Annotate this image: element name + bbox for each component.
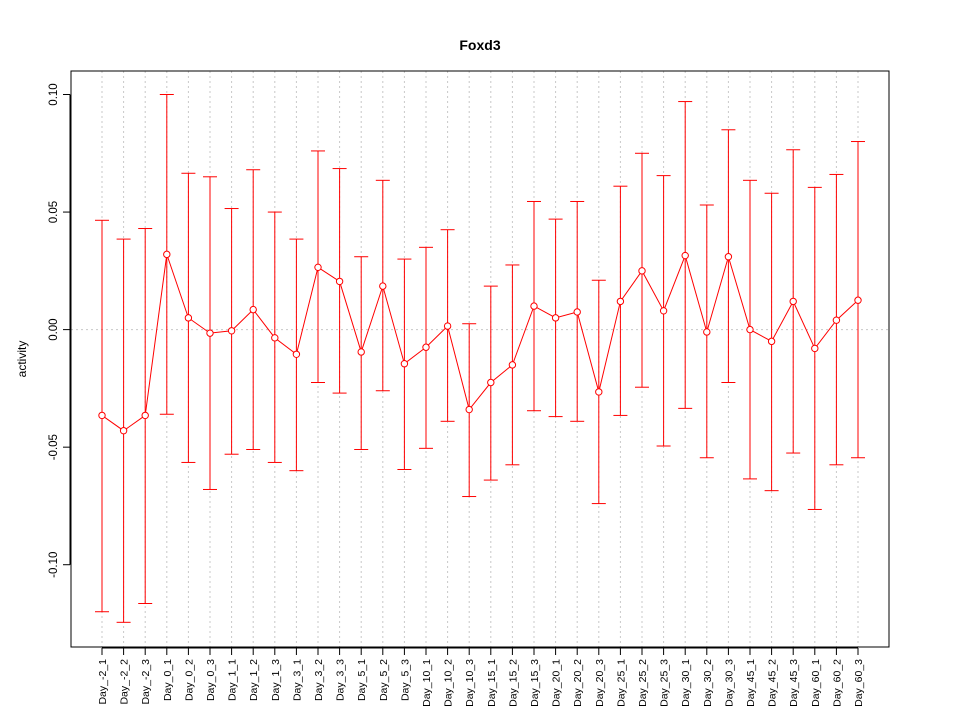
data-point [530, 302, 538, 310]
x-tick-label: Day_25_2 [637, 659, 649, 707]
data-point [724, 253, 733, 261]
x-tick-label: Day_3_1 [291, 659, 303, 701]
x-tick-label: Day_1_1 [227, 659, 239, 701]
data-point [551, 314, 560, 322]
data-point [811, 344, 819, 353]
x-tick-label: Day_45_1 [745, 659, 757, 707]
data-point [379, 282, 387, 290]
x-tick-label: Day_-2_3 [140, 659, 152, 705]
x-axis: Day_-2_1 Day_-2_2 Day_-2_3 Day_0_1 Day_0_2 Da… [97, 647, 865, 707]
data-point [184, 314, 193, 322]
x-tick-label: Day_1_3 [270, 659, 282, 701]
x-tick-label: Day_20_2 [572, 659, 584, 707]
plot-frame [70, 70, 890, 648]
x-tick-label: Day_25_1 [615, 659, 627, 707]
data-point [832, 316, 841, 324]
data-point [271, 334, 279, 342]
data-point [638, 267, 646, 275]
data-point [595, 388, 603, 396]
x-tick-label: Day_0_3 [205, 659, 217, 701]
y-tick-label: 0.10 [48, 83, 60, 105]
x-tick-label: Day_10_3 [464, 659, 476, 707]
data-point [659, 307, 668, 315]
data-point [227, 327, 236, 335]
data-point [314, 263, 322, 272]
x-tick-label: Day_30_1 [680, 659, 692, 707]
x-tick-label: Day_10_2 [443, 659, 455, 707]
x-tick-label: Day_1_2 [248, 659, 260, 701]
data-point [487, 378, 495, 387]
data-point [400, 360, 409, 368]
data-point [681, 251, 689, 260]
data-point [249, 305, 257, 314]
y-tick-label: -0.05 [48, 434, 60, 460]
x-tick-label: Day_5_3 [399, 659, 411, 701]
data-point [508, 361, 517, 369]
x-tick-label: Day_60_1 [810, 659, 822, 707]
x-tick-label: Day_20_3 [594, 659, 606, 707]
y-tick-label: 0.00 [48, 318, 60, 340]
grid [71, 71, 889, 647]
x-tick-label: Day_30_2 [702, 659, 714, 707]
y-tick-label: 0.05 [48, 201, 60, 223]
x-tick-label: Day_15_3 [529, 659, 541, 707]
x-tick-label: Day_0_1 [162, 659, 174, 701]
data-point [141, 411, 149, 420]
x-tick-label: Day_20_1 [551, 659, 563, 707]
x-tick-label: Day_5_1 [356, 659, 368, 701]
x-tick-label: Day_3_2 [313, 659, 325, 701]
data-point [119, 427, 128, 435]
x-tick-label: Day_15_1 [486, 659, 498, 707]
x-tick-label: Day_30_3 [723, 659, 735, 707]
x-tick-label: Day_45_2 [767, 659, 779, 707]
data-point [357, 348, 365, 356]
x-tick-label: Day_25_3 [659, 659, 671, 707]
data-point [854, 296, 862, 304]
data-point [422, 343, 430, 351]
data-point [789, 297, 797, 306]
series-polyline [101, 253, 859, 432]
data-point [443, 322, 452, 330]
y-axis-label: activity [15, 341, 29, 378]
x-tick-label: Day_-2_2 [119, 659, 131, 705]
y-axis: -0.10 -0.05 0.00 0.05 0.10 [48, 83, 71, 578]
data-point [767, 337, 776, 346]
data-point [573, 308, 581, 316]
error-bars [95, 94, 865, 623]
data-point [163, 250, 171, 259]
y-tick-label: -0.10 [48, 552, 60, 578]
data-point [206, 329, 214, 337]
x-tick-label: Day_60_2 [831, 659, 843, 707]
x-tick-label: Day_-2_1 [97, 659, 109, 705]
chart-title: Foxd3 [459, 37, 500, 53]
data-point [616, 297, 625, 306]
series-line [101, 253, 859, 432]
data-point [703, 328, 711, 336]
x-tick-label: Day_15_2 [507, 659, 519, 707]
data-points [98, 250, 862, 435]
x-tick-label: Day_0_2 [183, 659, 195, 701]
x-tick-label: Day_3_3 [335, 659, 347, 701]
data-point [292, 350, 301, 358]
x-tick-label: Day_45_3 [788, 659, 800, 707]
x-tick-label: Day_60_3 [853, 659, 865, 707]
x-tick-label: Day_10_1 [421, 659, 433, 707]
data-point [98, 411, 106, 420]
data-point [465, 405, 473, 414]
data-point [335, 277, 344, 286]
x-tick-label: Day_5_2 [378, 659, 390, 701]
data-point [746, 325, 754, 334]
